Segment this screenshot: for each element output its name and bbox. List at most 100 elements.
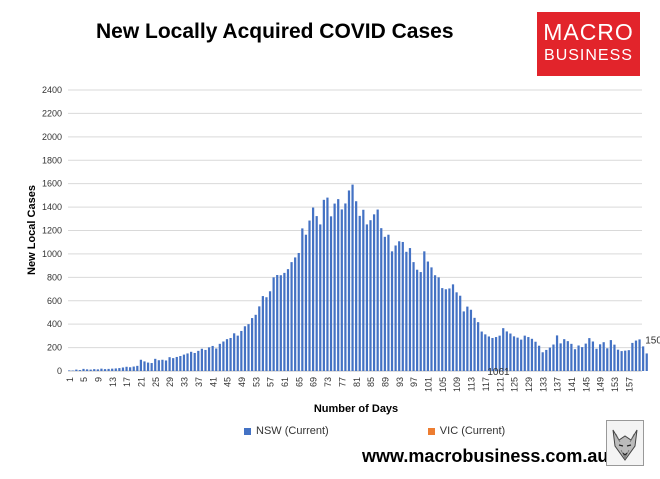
bar-nsw (193, 352, 196, 371)
bar-nsw (154, 358, 157, 371)
bar-nsw (466, 306, 469, 371)
bar-nsw (118, 368, 121, 371)
bar-nsw (372, 214, 376, 371)
bar-nsw (376, 209, 379, 371)
bar-nsw (545, 349, 548, 371)
x-tick-label: 129 (524, 377, 534, 392)
bar-nsw (616, 349, 620, 371)
bar-nsw (419, 272, 422, 371)
x-tick-label: 45 (223, 377, 233, 387)
bar-nsw (157, 360, 160, 371)
bar-nsw (326, 197, 329, 371)
x-tick-label: 25 (151, 377, 161, 387)
x-tick-label: 93 (395, 377, 405, 387)
bar-nsw (190, 351, 193, 371)
bar-nsw (211, 345, 214, 371)
x-tick-label: 53 (251, 377, 261, 387)
bar-nsw (455, 292, 458, 371)
x-tick-label: 85 (366, 377, 376, 387)
bar-nsw (462, 311, 465, 371)
bar-nsw (591, 341, 595, 371)
data-annotations: 1061 150 (487, 335, 660, 378)
bar-nsw (577, 345, 580, 371)
bar-nsw (150, 363, 153, 371)
bar-nsw (566, 341, 569, 371)
x-tick-label: 33 (180, 377, 190, 387)
legend-swatch-nsw (244, 427, 251, 435)
bar-nsw (523, 335, 526, 371)
bar-nsw (258, 306, 261, 371)
y-axis-title: New Local Cases (26, 185, 38, 275)
bar-nsw (358, 215, 361, 371)
bar-nsw (82, 368, 85, 371)
x-tick-label: 101 (424, 377, 434, 392)
legend-label-nsw: NSW (Current) (256, 425, 329, 437)
bar-nsw (645, 353, 648, 371)
bar-nsw (229, 337, 232, 371)
y-tick-label: 0 (57, 366, 62, 376)
macrobusiness-logo: MACRO BUSINESS (537, 12, 640, 76)
bar-nsw (365, 224, 369, 371)
bar-nsw (290, 262, 293, 371)
bar-nsw (243, 326, 247, 371)
x-tick-label: 121 (495, 377, 505, 392)
bar-nsw (398, 241, 401, 371)
x-tick-label: 57 (266, 377, 276, 387)
bar-nsw (333, 203, 336, 371)
y-tick-label: 1200 (42, 226, 62, 236)
bar-nsw (390, 251, 394, 371)
bar-nsw (103, 369, 107, 371)
x-tick-label: 109 (452, 377, 462, 392)
bar-nsw (433, 275, 437, 371)
x-tick-label: 133 (538, 377, 548, 392)
bar-nsw (362, 209, 365, 371)
bar-nsw (143, 361, 146, 371)
bar-nsw (581, 347, 584, 371)
bar-nsw (588, 338, 591, 371)
covid-cases-chart: 0 200 400 600 800 1000 1200 1400 1600 1800 2000 220… (26, 85, 660, 415)
bar-nsw (261, 296, 264, 371)
bar-nsw (200, 348, 203, 371)
bar-nsw (426, 261, 430, 371)
bar-nsw (96, 369, 99, 371)
bar-nsw (236, 335, 239, 371)
x-tick-label: 145 (581, 377, 591, 392)
logo-line-2: BUSINESS (544, 47, 633, 64)
x-tick-label: 69 (309, 377, 319, 387)
bar-nsw (265, 297, 268, 371)
x-tick-label: 137 (553, 377, 563, 392)
bar-nsw (279, 275, 282, 371)
bar-nsw (441, 288, 444, 371)
bar-nsw (620, 351, 623, 371)
y-tick-label: 1000 (42, 249, 62, 259)
bar-nsw (530, 338, 534, 371)
bar-nsw (563, 339, 566, 371)
x-tick-label: 77 (337, 377, 347, 387)
bar-nsw (218, 343, 221, 371)
bar-nsw (308, 220, 311, 371)
bar-nsw (319, 224, 322, 371)
bar-nsw (537, 345, 541, 371)
y-tick-label: 2200 (42, 108, 62, 118)
bar-nsw (139, 359, 143, 371)
bar-nsw (89, 369, 92, 371)
bar-nsw (75, 369, 78, 371)
bar-nsw (136, 365, 139, 371)
bar-nsw (268, 291, 272, 371)
bar-nsw (459, 295, 462, 371)
y-tick-label: 2400 (42, 85, 62, 95)
y-tick-label: 800 (47, 272, 62, 282)
bar-nsw (164, 360, 168, 371)
x-tick-label: 17 (122, 377, 132, 387)
bar-nsw (146, 362, 150, 371)
bar-nsw (469, 309, 473, 371)
legend-item-nsw: NSW (Current) (244, 425, 329, 437)
bar-nsw (627, 350, 630, 371)
x-tick-label: 89 (380, 377, 390, 387)
x-tick-label: 73 (323, 377, 333, 387)
bar-nsw (369, 220, 372, 371)
bar-nsw (250, 318, 254, 371)
bar-nsw (315, 216, 318, 371)
x-tick-label: 125 (510, 377, 520, 392)
bar-nsw (527, 337, 530, 371)
